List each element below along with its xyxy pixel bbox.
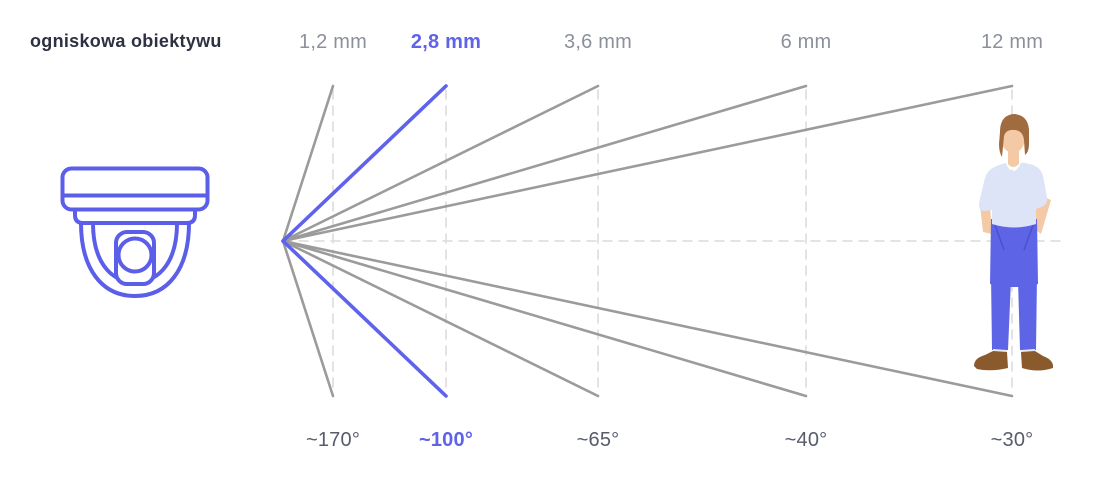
focal-label-2-8mm: 2,8 mm	[410, 31, 482, 53]
camera-lens	[116, 236, 154, 274]
camera-collar	[73, 208, 197, 225]
person-right-shoe	[1021, 351, 1054, 371]
fov-line-upper	[281, 84, 1014, 243]
focal-label-6mm: 6 mm	[780, 31, 832, 53]
fov-line-highlight-lower	[281, 239, 448, 398]
fov-line-upper	[281, 84, 808, 243]
camera-lens-housing	[114, 230, 156, 286]
fov-line-upper	[281, 84, 335, 243]
angle-label-40deg: ~40°	[784, 429, 828, 451]
person-shirt	[978, 162, 1048, 228]
camera-base	[60, 166, 210, 212]
camera-outer-dome	[79, 221, 191, 298]
fov-line-upper	[281, 84, 600, 243]
fov-line-highlight-upper	[281, 84, 448, 243]
angle-label-170deg: ~170°	[305, 429, 361, 451]
person-pocket-lines	[994, 224, 1034, 251]
fov-line-lower	[281, 239, 335, 398]
person-pants	[990, 219, 1038, 350]
person-left-forearm	[980, 205, 992, 234]
dome-camera-icon	[60, 166, 210, 298]
person-left-shoe	[974, 351, 1008, 371]
person-figure	[974, 114, 1054, 371]
angle-label-65deg: ~65°	[576, 429, 620, 451]
focal-label-3-6mm: 3,6 mm	[564, 31, 632, 53]
focal-label-12mm: 12 mm	[980, 31, 1044, 53]
diagram-title: ogniskowa obiektywu	[30, 31, 222, 51]
fov-line-lower	[281, 239, 1014, 398]
person-hair	[999, 114, 1029, 157]
fov-line-lower	[281, 239, 600, 398]
focal-label-1-2mm: 1,2 mm	[299, 31, 367, 53]
angle-label-30deg: ~30°	[990, 429, 1034, 451]
person-neck	[1008, 150, 1019, 167]
angle-label-100deg: ~100°	[418, 429, 474, 451]
fov-line-lower	[281, 239, 808, 398]
